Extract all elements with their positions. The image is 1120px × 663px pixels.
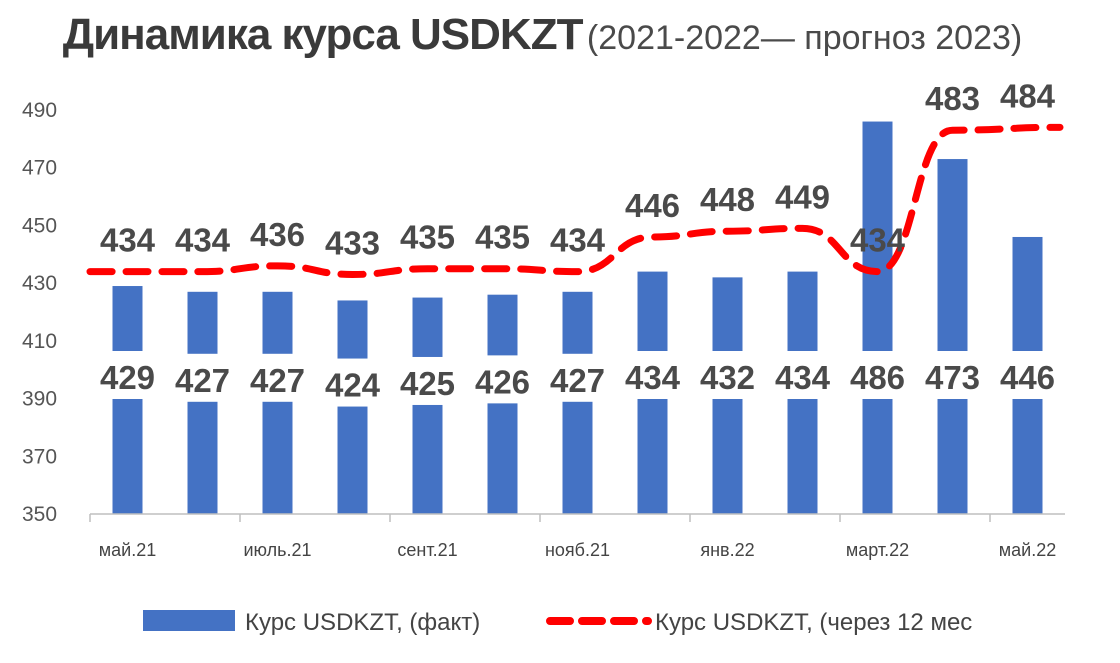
x-tick-label: май.21 <box>99 540 156 560</box>
line-data-label: 435 <box>400 219 455 256</box>
x-axis: май.21 июль.21 сент.21 нояб.21 янв.22 март.22… <box>89 513 1065 560</box>
legend-label-forecast: Курс USDKZT, (через 12 мес <box>655 609 972 636</box>
bar-data-label: 486 <box>850 359 905 396</box>
line-data-label: 446 <box>625 187 680 224</box>
line-data-label: 433 <box>325 224 380 261</box>
bar-data-labels: 429 427 427 424 425 426 427 434 432 434 486 473 446 <box>93 351 1062 407</box>
bar-data-label: 427 <box>550 362 605 399</box>
bar <box>187 291 218 514</box>
bar <box>112 286 143 514</box>
bar-data-label: 426 <box>475 363 530 400</box>
bar-label-backing <box>768 351 837 399</box>
x-tick-label: май.22 <box>999 540 1056 560</box>
bar-label-backing <box>243 353 312 402</box>
bar-label-backing <box>918 351 987 399</box>
bar-data-label: 427 <box>175 362 230 399</box>
bar <box>862 121 893 515</box>
bar-label-backing <box>618 351 687 399</box>
bar-label-backing <box>693 351 762 399</box>
line-data-label: 434 <box>850 222 906 259</box>
line-data-label: 434 <box>550 222 606 259</box>
bar-label-backing <box>543 353 612 402</box>
chart-title: Динамика курса USDKZT (2021-2022— прогно… <box>0 10 1085 60</box>
bar-data-label: 473 <box>925 359 980 396</box>
bar-label-backing <box>168 353 237 402</box>
bar-label-backing <box>93 351 162 399</box>
bar <box>262 291 293 514</box>
legend-swatch-bar <box>143 610 235 631</box>
line-data-label: 434 <box>175 222 231 259</box>
y-tick-label: 390 <box>22 388 57 411</box>
line-data-label: 436 <box>250 216 305 253</box>
y-tick-label: 370 <box>22 445 57 468</box>
bar-data-label: 432 <box>700 359 755 396</box>
x-tick-label: нояб.21 <box>545 540 610 560</box>
y-tick-label: 410 <box>22 330 57 353</box>
y-axis: 350 370 390 410 430 450 470 490 <box>22 99 57 526</box>
y-tick-label: 430 <box>22 272 57 295</box>
legend: Курс USDKZT, (факт) Курс USDKZT, (через 1… <box>143 609 972 636</box>
bar <box>937 159 968 515</box>
x-tick-label: июль.21 <box>243 540 311 560</box>
bar-data-label: 425 <box>400 365 455 402</box>
forecast-line <box>86 123 1064 278</box>
bar-label-backing <box>318 358 387 407</box>
bar-data-label: 429 <box>100 359 155 396</box>
x-tick-label: март.22 <box>846 540 909 560</box>
line-data-label: 483 <box>925 80 980 117</box>
bar <box>337 300 368 514</box>
bar-data-label: 434 <box>775 359 831 396</box>
bar <box>412 297 443 514</box>
bar-label-backing <box>393 356 462 405</box>
chart-subtitle: (2021-2022— прогноз 2023) <box>586 19 1023 57</box>
line-data-labels: 434 434 436 433 435 435 434 446 448 449 434 483 484 <box>100 77 1056 261</box>
bar-label-backing <box>843 351 912 399</box>
y-tick-label: 350 <box>22 503 57 526</box>
bar-data-label: 424 <box>325 367 381 404</box>
line-data-label: 435 <box>475 219 530 256</box>
line-data-label: 449 <box>775 178 830 215</box>
y-tick-label: 490 <box>22 99 57 122</box>
bar-label-backing <box>993 351 1062 399</box>
bar <box>562 291 593 514</box>
line-data-label: 434 <box>100 222 156 259</box>
bar-data-label: 427 <box>250 362 305 399</box>
bar <box>487 294 518 514</box>
bars-fact <box>112 121 1043 515</box>
forecast-line-path <box>86 123 1064 278</box>
x-tick-label: янв.22 <box>700 540 754 560</box>
x-tick-label: сент.21 <box>397 540 457 560</box>
y-tick-label: 450 <box>22 214 57 237</box>
line-data-label: 484 <box>1000 77 1056 114</box>
bar-data-label: 446 <box>1000 359 1055 396</box>
bar-label-backing <box>468 355 537 404</box>
bar-data-label: 434 <box>625 359 681 396</box>
y-tick-label: 470 <box>22 157 57 180</box>
chart-title-main: Динамика курса USDKZT <box>62 10 584 59</box>
legend-label-fact: Курс USDKZT, (факт) <box>245 609 480 636</box>
line-data-label: 448 <box>700 181 755 218</box>
